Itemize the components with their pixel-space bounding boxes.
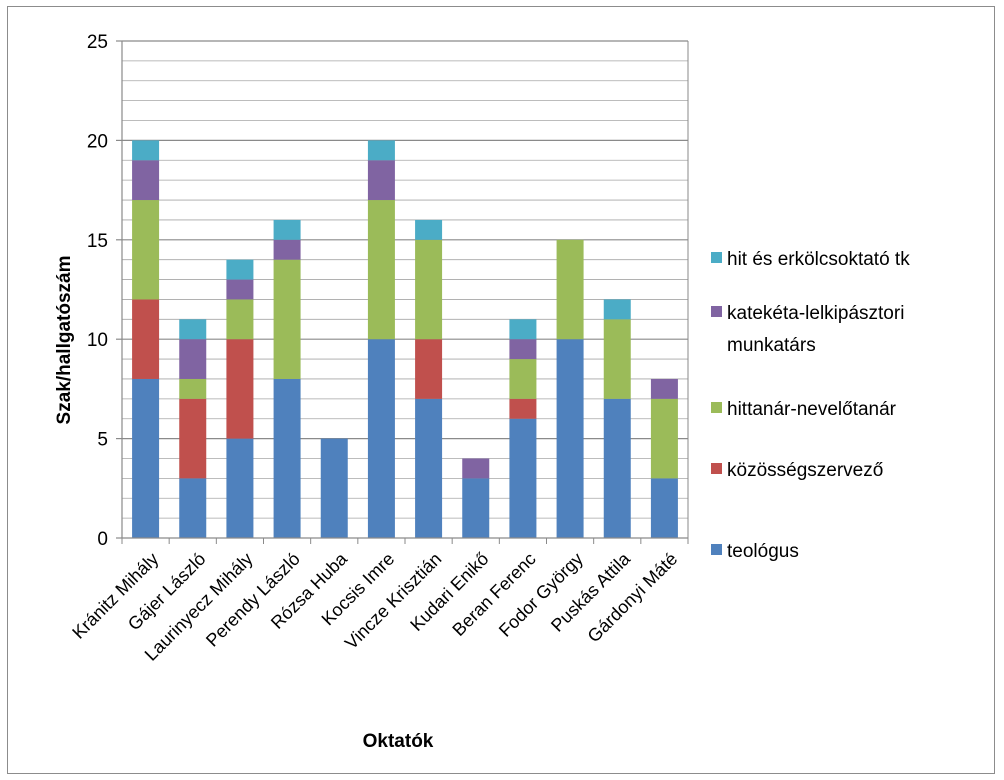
- bar-segment: [132, 140, 160, 161]
- legend-label: közösségszervező: [727, 460, 883, 481]
- bar-segment: [509, 359, 537, 399]
- legend-label: hittanár-nevelőtanár: [727, 399, 897, 420]
- bar-segment: [226, 339, 254, 439]
- bar-segment: [273, 378, 301, 538]
- bar-segment: [509, 319, 537, 340]
- bar-segment: [226, 438, 254, 538]
- bar-segment: [603, 398, 631, 538]
- bar-segment: [179, 378, 207, 399]
- bar-segment: [650, 478, 678, 538]
- x-axis-title: Oktatók: [363, 731, 434, 752]
- bar-segment: [367, 160, 395, 201]
- bar-segment: [462, 478, 490, 538]
- y-axis-title: Szak/hallgatószám: [54, 256, 75, 425]
- bar-segment: [179, 478, 207, 538]
- y-tick-label: 15: [87, 231, 108, 252]
- legend-swatch: [711, 252, 722, 263]
- bar-segment: [226, 299, 254, 340]
- bar-segment: [179, 339, 207, 379]
- bar-segment: [132, 378, 160, 538]
- bar-segment: [509, 398, 537, 419]
- bar-segment: [320, 438, 348, 538]
- bar-segment: [273, 219, 301, 240]
- bar-segment: [603, 299, 631, 320]
- chart-frame: [7, 6, 995, 774]
- bar-segment: [179, 319, 207, 340]
- legend-label: teológus: [727, 541, 799, 562]
- bar-segment: [273, 259, 301, 379]
- bar-segment: [226, 279, 254, 300]
- bar-segment: [415, 398, 443, 538]
- y-tick-label: 5: [97, 430, 108, 451]
- bar-segment: [462, 458, 490, 479]
- bars: [132, 140, 678, 538]
- bar-segment: [132, 160, 160, 201]
- bar-segment: [367, 339, 395, 538]
- legend-item: katekéta-lelkipásztori munkatárs: [711, 303, 904, 356]
- bar-segment: [226, 259, 254, 280]
- legend-item: teológus: [711, 541, 799, 562]
- bar-segment: [650, 398, 678, 479]
- y-tick-labels: 0 5 10 15 20 25: [87, 32, 108, 550]
- bar-segment: [556, 339, 584, 538]
- bar-segment: [556, 239, 584, 340]
- bar-segment: [367, 200, 395, 340]
- bar-segment: [132, 299, 160, 379]
- bar-segment: [509, 339, 537, 360]
- axes: [116, 40, 689, 544]
- legend-swatch: [711, 306, 722, 317]
- legend-swatch: [711, 463, 722, 474]
- y-tick-label: 20: [87, 131, 108, 152]
- bar-segment: [603, 319, 631, 399]
- y-tick-label: 0: [97, 529, 108, 550]
- bar-segment: [415, 219, 443, 240]
- gridlines: [122, 40, 689, 538]
- bar-segment: [415, 339, 443, 399]
- bar-segment: [179, 398, 207, 479]
- bar-segment: [132, 200, 160, 300]
- legend-item: közösségszervező: [711, 460, 883, 481]
- y-tick-label: 25: [87, 32, 108, 53]
- bar-segment: [650, 378, 678, 399]
- legend: hit és erkölcsoktató tk katekéta-lelkipás…: [711, 249, 910, 562]
- bar-segment: [367, 140, 395, 161]
- legend-item: hittanár-nevelőtanár: [711, 399, 897, 420]
- bar-segment: [273, 239, 301, 260]
- legend-label: hit és erkölcsoktató tk: [727, 249, 910, 270]
- legend-swatch: [711, 544, 722, 555]
- legend-label: katekéta-lelkipásztori: [727, 303, 904, 324]
- y-tick-label: 10: [87, 330, 108, 351]
- bar-segment: [509, 418, 537, 538]
- legend-item: hit és erkölcsoktató tk: [711, 249, 910, 270]
- legend-label: munkatárs: [727, 335, 816, 356]
- bar-segment: [415, 239, 443, 340]
- legend-swatch: [711, 402, 722, 413]
